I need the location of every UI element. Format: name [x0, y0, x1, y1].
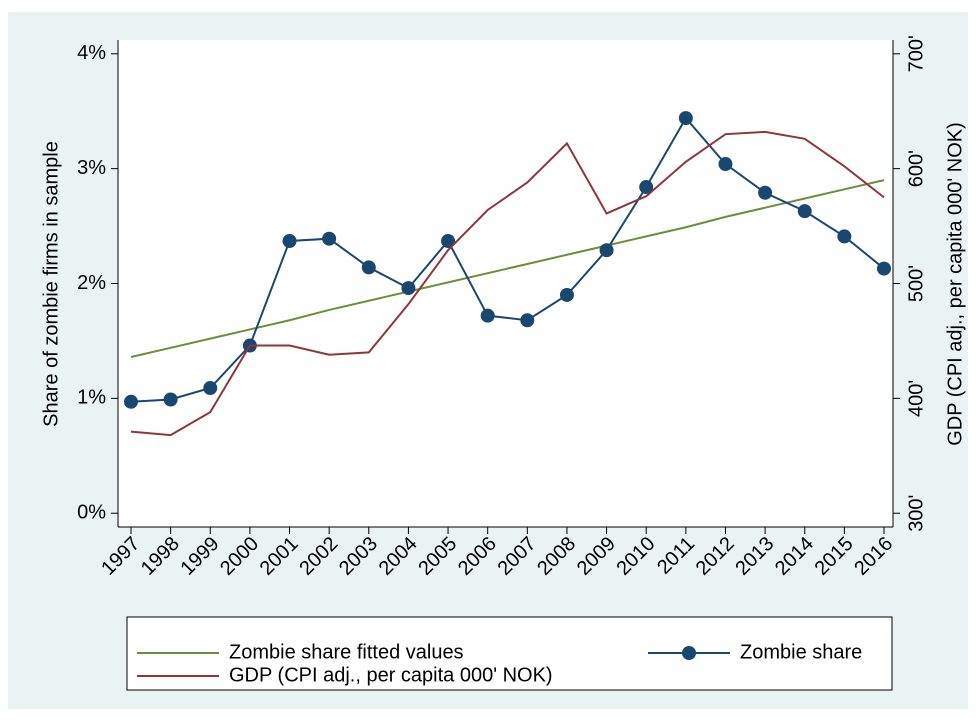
y-tick-label: 3% — [77, 157, 106, 179]
legend-label: Zombie share — [740, 641, 862, 663]
point-marker — [401, 281, 416, 296]
legend — [126, 616, 893, 691]
legend-marker — [682, 646, 696, 660]
y2-tick-label: 300' — [905, 495, 927, 532]
point-marker — [639, 180, 654, 195]
point-marker — [559, 287, 574, 302]
point-marker — [163, 392, 178, 407]
plot-area — [118, 40, 893, 527]
point-marker — [124, 394, 138, 409]
point-marker — [797, 204, 812, 219]
point-marker — [520, 313, 535, 328]
y2-tick-label: 400' — [905, 380, 927, 417]
y2-tick-label: 700' — [905, 35, 927, 72]
point-marker — [678, 111, 693, 126]
point-marker — [361, 260, 376, 275]
series-line — [130, 130, 885, 437]
y2-tick-label: 500' — [905, 265, 927, 302]
series-line — [130, 116, 885, 403]
y-tick-label: 2% — [77, 272, 106, 294]
point-marker — [282, 234, 297, 249]
point-marker — [322, 231, 337, 246]
y-axis-title: Share of zombie firms in sample — [40, 141, 62, 427]
point-marker — [599, 243, 614, 258]
point-marker — [718, 157, 733, 172]
point-marker — [441, 234, 456, 249]
point-marker — [877, 261, 891, 276]
point-marker — [203, 381, 218, 396]
point-marker — [758, 185, 773, 200]
point-marker — [837, 229, 852, 244]
y2-tick-label: 600' — [905, 150, 927, 187]
y-tick-label: 1% — [77, 387, 106, 409]
point-marker — [480, 308, 495, 323]
legend-label: GDP (CPI adj., per capita 000' NOK) — [229, 664, 553, 686]
legend-label: Zombie share fitted values — [229, 641, 464, 663]
y-tick-label: 0% — [77, 501, 106, 523]
y-tick-label: 4% — [77, 42, 106, 64]
y2-axis-title: GDP (CPI adj., per capita 000' NOK) — [944, 122, 966, 446]
